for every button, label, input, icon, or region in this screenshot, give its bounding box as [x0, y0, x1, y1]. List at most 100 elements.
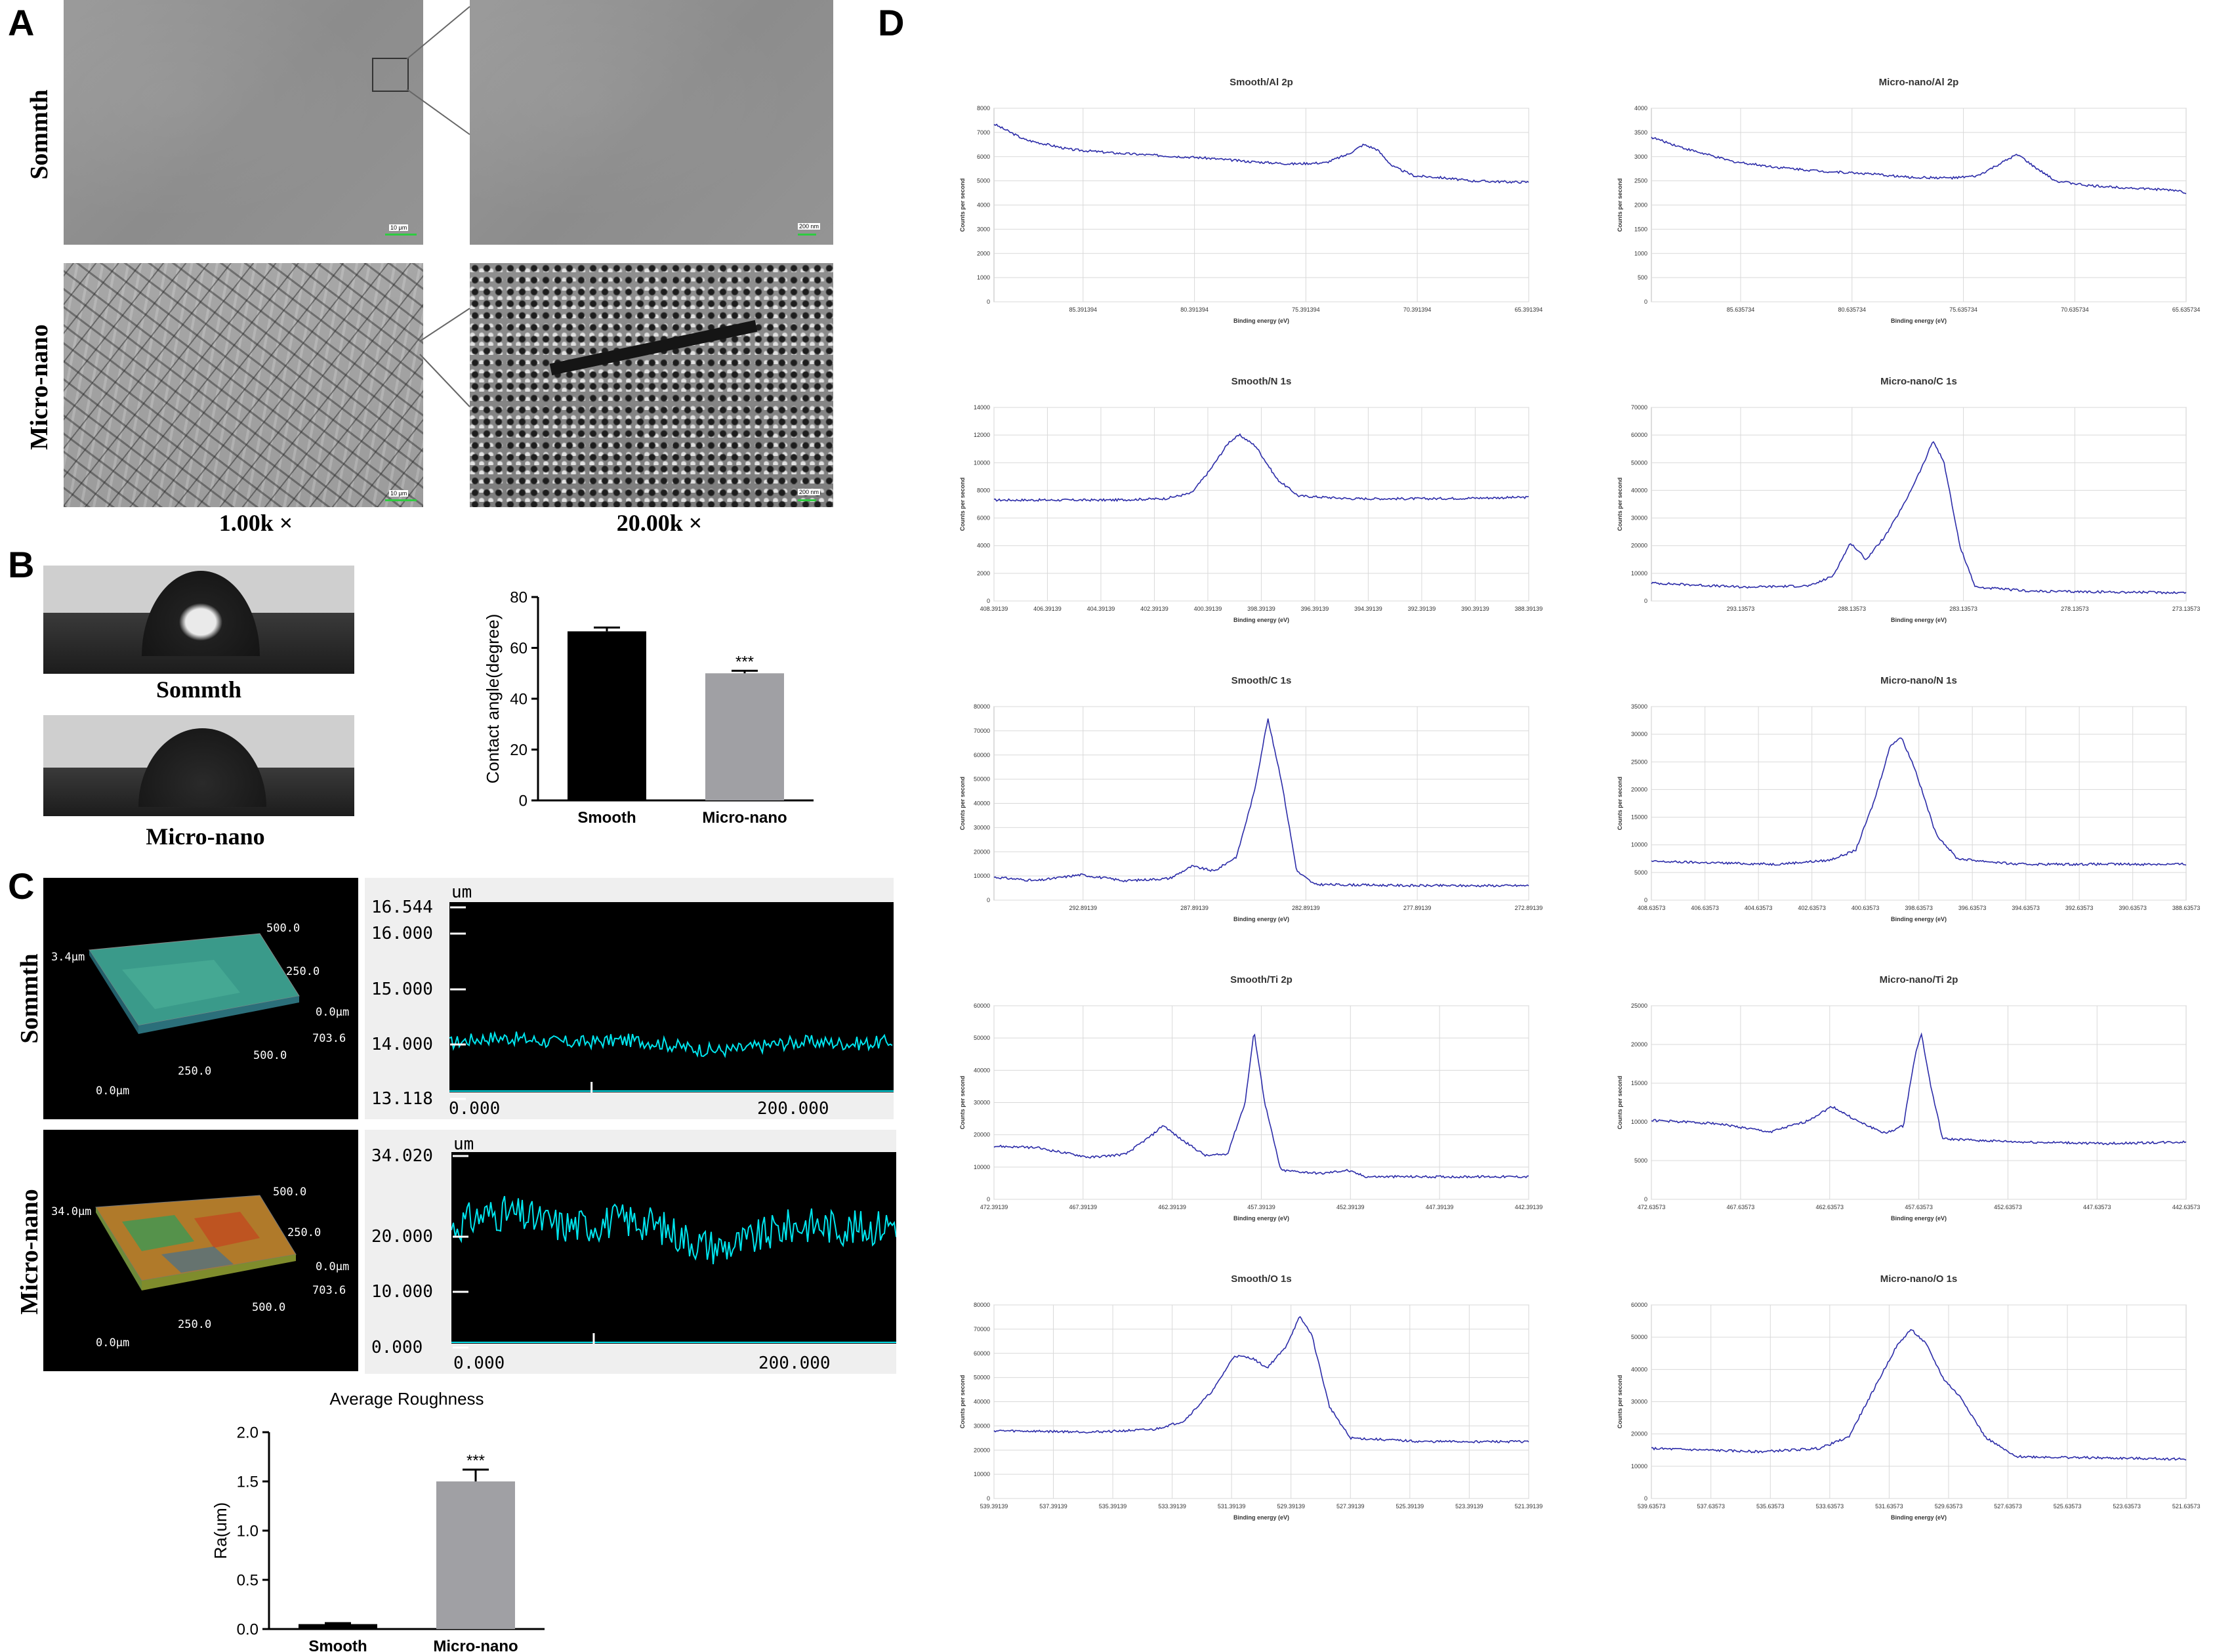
y-tick-label: 80000: [974, 1302, 990, 1308]
xps-spectrum-line: [1651, 737, 2187, 867]
average-roughness-chart: Average Roughness 0.0 0.5 1.0 1.5 2.0 Ra(um) Sm…: [211, 1389, 545, 1652]
y-tick-label: 5000: [1634, 1157, 1647, 1164]
surface-left-edge: [96, 1207, 142, 1291]
x-tick-label: 390.39139: [1461, 606, 1489, 612]
x-tick-label: 404.39139: [1087, 606, 1115, 612]
y-tick-label: 1.0: [237, 1522, 259, 1540]
y-axis-label: Counts per second: [1617, 478, 1623, 531]
y-tick-label: 30000: [974, 1422, 990, 1429]
droplet-image-smooth: [43, 566, 354, 674]
x-tick-label: 531.39139: [1218, 1503, 1246, 1510]
profile-smooth-plot: [449, 1031, 894, 1092]
xps-title: Smooth/O 1s: [1231, 1273, 1292, 1285]
x-tick-label: 80.635734: [1838, 306, 1866, 313]
significance-mark: ***: [466, 1452, 485, 1470]
y-tick-label: 4000: [977, 543, 990, 549]
y-axis-label: Contact angle(degree): [483, 614, 503, 784]
xps-spectrum-line: [993, 1315, 1529, 1444]
xps-plot-micronano-o1s: Micro-nano/O 1s 0 10000 20000 30000 40000 5000…: [1617, 1273, 2200, 1521]
x-max-label: 500.0: [252, 1301, 285, 1314]
y-axis-label: Counts per second: [959, 478, 966, 531]
scale-bar: [385, 234, 417, 236]
surface-patch-blue: [161, 1247, 234, 1273]
droplet-label-smooth: Sommth: [155, 676, 242, 703]
x-axis-label: Binding energy (eV): [1233, 1514, 1289, 1521]
y-axis-label: Counts per second: [1617, 1375, 1623, 1429]
xps-spectrum-line: [993, 1033, 1529, 1179]
x-tick-label: 442.39139: [1515, 1204, 1543, 1210]
y-tick-label: 2500: [1634, 178, 1647, 184]
x-tick-label: 442.63573: [2172, 1204, 2201, 1210]
y-axis-label: Counts per second: [959, 777, 966, 831]
profile-micronano-plot: [451, 1195, 897, 1344]
y-tick-label: 30000: [1631, 1399, 1647, 1405]
xps-plot-smooth-c1s: Smooth/C 1s 0 10000 20000 30000 40000 50000 600…: [959, 675, 1542, 922]
y-tick-label: 20: [510, 741, 527, 759]
profile-trace: [449, 1031, 893, 1058]
y-tick-label: 70000: [1631, 404, 1647, 411]
x-axis-label: Binding energy (eV): [1233, 916, 1289, 922]
y-tick-label: 8000: [977, 487, 990, 493]
droplet-image-micronano: [43, 715, 354, 816]
y-tick-label: 1.5: [237, 1473, 259, 1491]
y-tick-label: 40000: [1631, 487, 1647, 493]
scale-text: 200 nm: [798, 223, 821, 230]
y-mid-label: 250.0: [287, 1226, 321, 1239]
x-tick-label: 462.63573: [1816, 1204, 1844, 1210]
chart-title: Average Roughness: [329, 1389, 484, 1409]
y-tick-label: 2000: [1634, 202, 1647, 209]
x-tick-label: 537.39139: [1039, 1503, 1067, 1510]
y-tick-label: 0: [1644, 1196, 1647, 1203]
x-tick-label: 521.39139: [1515, 1503, 1543, 1510]
x-tick-label: 388.63573: [2172, 905, 2201, 911]
xps-title: Smooth/N 1s: [1231, 376, 1292, 387]
x-tick-label: 75.391394: [1292, 306, 1320, 313]
y-tick-label: 60000: [974, 1350, 990, 1357]
y-tick-label: 15000: [1631, 1080, 1647, 1086]
x-tick-label: 282.89139: [1292, 905, 1320, 911]
x-mid-label: 250.0: [178, 1065, 211, 1078]
zoom-line-bottom-1: [419, 308, 470, 342]
x-tick-label: 523.39139: [1455, 1503, 1483, 1510]
x-tick-label: 537.63573: [1697, 1503, 1725, 1510]
x-tick-label: 392.63573: [2065, 905, 2094, 911]
x-end-label: 703.6: [312, 1284, 346, 1297]
xps-title: Micro-nano/Ti 2p: [1880, 974, 1958, 985]
y-tick-label: 20.000: [371, 1227, 433, 1247]
y-tick-label: 60000: [974, 1002, 990, 1009]
xps-title: Micro-nano/C 1s: [1880, 376, 1957, 387]
y-tick-label: 80: [510, 589, 527, 606]
x-tick-label: 283.13573: [1949, 606, 1977, 612]
x-tick-label: 277.89139: [1403, 905, 1432, 911]
surface-patch-green: [122, 1215, 194, 1251]
xps-plot-micronano-n1s: Micro-nano/N 1s 0 5000 10000 15000 20000 25000…: [1617, 675, 2200, 922]
x-tick-label: 80.391394: [1180, 306, 1209, 313]
scale-text: 10 μm: [389, 490, 409, 497]
x-tick-label: 0.000: [449, 1099, 500, 1119]
y-tick-label: 60000: [1631, 432, 1647, 438]
y-tick-label: 30000: [1631, 731, 1647, 737]
y-tick-label: 0: [987, 299, 990, 305]
y-axis-label: Counts per second: [959, 1375, 966, 1429]
magnification-label-low: 1.00k ×: [218, 510, 293, 536]
y-tick-label: 40000: [1631, 1366, 1647, 1373]
x-tick-label: 85.391394: [1069, 306, 1098, 313]
y-tick-label: 1000: [1634, 250, 1647, 257]
profile-smooth: [449, 902, 894, 1092]
zoom-line-top-1: [406, 6, 470, 60]
y-tick-label: 0: [1644, 299, 1647, 305]
zoom-line-bottom-2: [419, 354, 470, 407]
y-tick-label: 10.000: [371, 1282, 433, 1302]
contact-angle-chart: 0 20 40 60 80 Contact angle(degree) Smooth *** M…: [483, 589, 814, 827]
y-tick-label: 2000: [977, 250, 990, 257]
y-tick-label: 10000: [1631, 1119, 1647, 1125]
xps-title: Micro-nano/Al 2p: [1879, 77, 1959, 88]
x-tick-label: Smooth: [577, 809, 636, 827]
panel-label-b: B: [8, 544, 35, 585]
y-tick-label: 500: [1638, 274, 1647, 281]
y-tick-label: 0: [987, 897, 990, 903]
x-tick-label: 398.63573: [1905, 905, 1933, 911]
y-tick-label: 0: [1644, 598, 1647, 604]
y-tick-label: 20000: [1631, 543, 1647, 549]
y-tick-label: 14.000: [371, 1035, 433, 1054]
